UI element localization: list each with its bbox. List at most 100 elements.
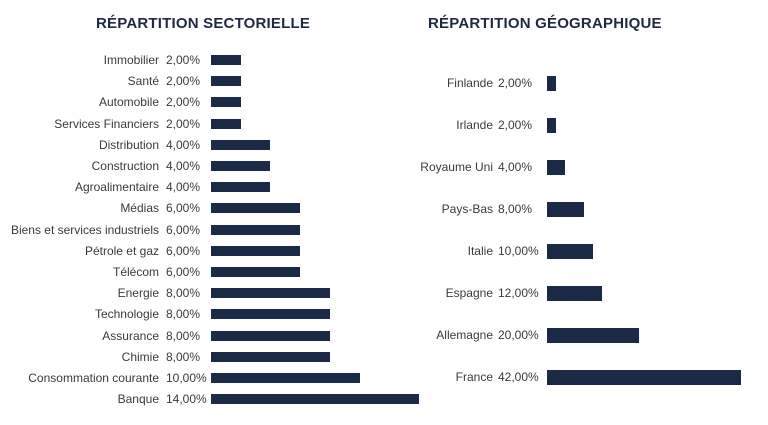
geo-value-label: 12,00% (498, 286, 539, 300)
sector-row: Consommation courante 10,00% (0, 369, 430, 387)
geo-row: Finlande 2,00% (405, 74, 768, 92)
sector-row: Santé 2,00% (0, 72, 430, 90)
sector-value-label: 6,00% (166, 201, 201, 216)
geo-category-label: Espagne (445, 286, 493, 300)
geo-row: Italie 10,00% (405, 242, 768, 260)
sector-category-label: Construction (91, 159, 159, 173)
geo-bar (547, 75, 557, 91)
sector-category-label: Banque (117, 392, 159, 407)
geo-value-label: 20,00% (498, 328, 539, 342)
geo-value-label: 10,00% (498, 244, 539, 258)
geo-chart: RÉPARTITION GÉOGRAPHIQUE Finlande 2,00% Ir… (405, 0, 768, 425)
sector-category-label: Technologie (94, 307, 159, 322)
geo-value-label: 4,00% (498, 160, 533, 174)
sector-value-label: 6,00% (166, 243, 201, 258)
geo-row: Allemagne 20,00% (405, 326, 768, 344)
sector-value-label: 14,00% (166, 392, 207, 407)
geo-bar (547, 369, 741, 385)
sector-bar (211, 76, 241, 87)
sector-category-label: Energie (117, 286, 159, 301)
sector-category-label: Médias (120, 201, 159, 216)
sector-category-label: Biens et services industriels (10, 222, 159, 237)
geo-chart-title: RÉPARTITION GÉOGRAPHIQUE (428, 15, 662, 32)
sector-category-label: Pétrole et gaz (84, 243, 159, 258)
sector-value-label: 4,00% (166, 137, 201, 152)
sector-category-label: Services Financiers (54, 116, 159, 131)
sector-bar (211, 224, 301, 235)
sector-row: Agroalimentaire 4,00% (0, 178, 430, 196)
sector-row: Pétrole et gaz 6,00% (0, 242, 430, 260)
sector-row: Télécom 6,00% (0, 263, 430, 281)
sector-row: Banque 14,00% (0, 390, 430, 408)
sector-row: Services Financiers 2,00% (0, 115, 430, 133)
geo-value-label: 2,00% (498, 118, 533, 132)
sector-value-label: 4,00% (166, 159, 201, 173)
sector-value-label: 4,00% (166, 180, 201, 195)
sector-category-label: Santé (127, 74, 159, 89)
sector-category-label: Chimie (121, 349, 159, 364)
sector-category-label: Automobile (98, 95, 159, 110)
geo-bar (547, 201, 584, 217)
sector-bar (211, 373, 360, 383)
geo-category-label: Finlande (446, 76, 493, 90)
sector-value-label: 8,00% (166, 286, 201, 301)
sector-category-label: Assurance (102, 328, 159, 343)
sector-category-label: Agroalimentaire (74, 180, 159, 195)
geo-bar (547, 327, 640, 343)
sector-row: Distribution 4,00% (0, 136, 430, 154)
sector-chart-title: RÉPARTITION SECTORIELLE (96, 15, 311, 32)
sector-row: Biens et services industriels 6,00% (0, 221, 430, 239)
sector-chart: RÉPARTITION SECTORIELLE Immobilier 2,00% S… (0, 15, 430, 408)
geo-row: Espagne 12,00% (405, 284, 768, 302)
sector-row: Immobilier 2,00% (0, 51, 430, 69)
geo-bar (547, 159, 566, 175)
geo-category-label: Pays-Bas (441, 202, 493, 216)
geo-value-label: 8,00% (498, 202, 533, 216)
sector-category-label: Immobilier (103, 53, 159, 67)
sector-bar (211, 330, 330, 341)
sector-value-label: 6,00% (166, 222, 201, 237)
sector-category-label: Télécom (112, 265, 159, 279)
sector-bar (211, 97, 241, 108)
geo-value-label: 42,00% (498, 370, 539, 384)
geo-bar (547, 285, 603, 301)
sector-bar (211, 288, 330, 299)
geo-row: France 42,00% (405, 368, 768, 386)
geo-bar (547, 243, 594, 259)
geo-row: Irlande 2,00% (405, 116, 768, 134)
sector-row: Médias 6,00% (0, 199, 430, 217)
sector-value-label: 2,00% (166, 95, 201, 110)
geo-category-label: France (455, 370, 493, 384)
sector-bar (211, 139, 271, 150)
geo-value-label: 2,00% (498, 76, 533, 90)
sector-value-label: 10,00% (166, 371, 207, 385)
geo-row: Royaume Uni 4,00% (405, 158, 768, 176)
sector-row: Construction 4,00% (0, 157, 430, 175)
geo-category-label: Allemagne (436, 328, 493, 342)
geo-row: Pays-Bas 8,00% (405, 200, 768, 218)
sector-value-label: 8,00% (166, 349, 201, 364)
sector-bar (211, 309, 330, 320)
sector-bar (211, 118, 241, 129)
sector-category-label: Distribution (98, 137, 159, 152)
sector-row: Energie 8,00% (0, 284, 430, 302)
sector-value-label: 8,00% (166, 328, 201, 343)
geo-category-label: Irlande (456, 118, 493, 132)
sector-row: Technologie 8,00% (0, 305, 430, 323)
sector-value-label: 6,00% (166, 265, 201, 279)
sector-bar (211, 55, 241, 65)
sector-bar (211, 161, 271, 171)
sector-row: Assurance 8,00% (0, 327, 430, 345)
sector-bar (211, 351, 330, 362)
sector-value-label: 2,00% (166, 116, 201, 131)
sector-row: Chimie 8,00% (0, 348, 430, 366)
sector-row: Automobile 2,00% (0, 93, 430, 111)
geo-category-label: Royaume Uni (420, 160, 493, 174)
sector-value-label: 2,00% (166, 74, 201, 89)
geo-bar (547, 117, 557, 133)
sector-value-label: 2,00% (166, 53, 201, 67)
sector-bar (211, 245, 301, 256)
geo-category-label: Italie (467, 244, 493, 258)
sector-bar (211, 203, 301, 214)
sector-bar (211, 267, 301, 277)
